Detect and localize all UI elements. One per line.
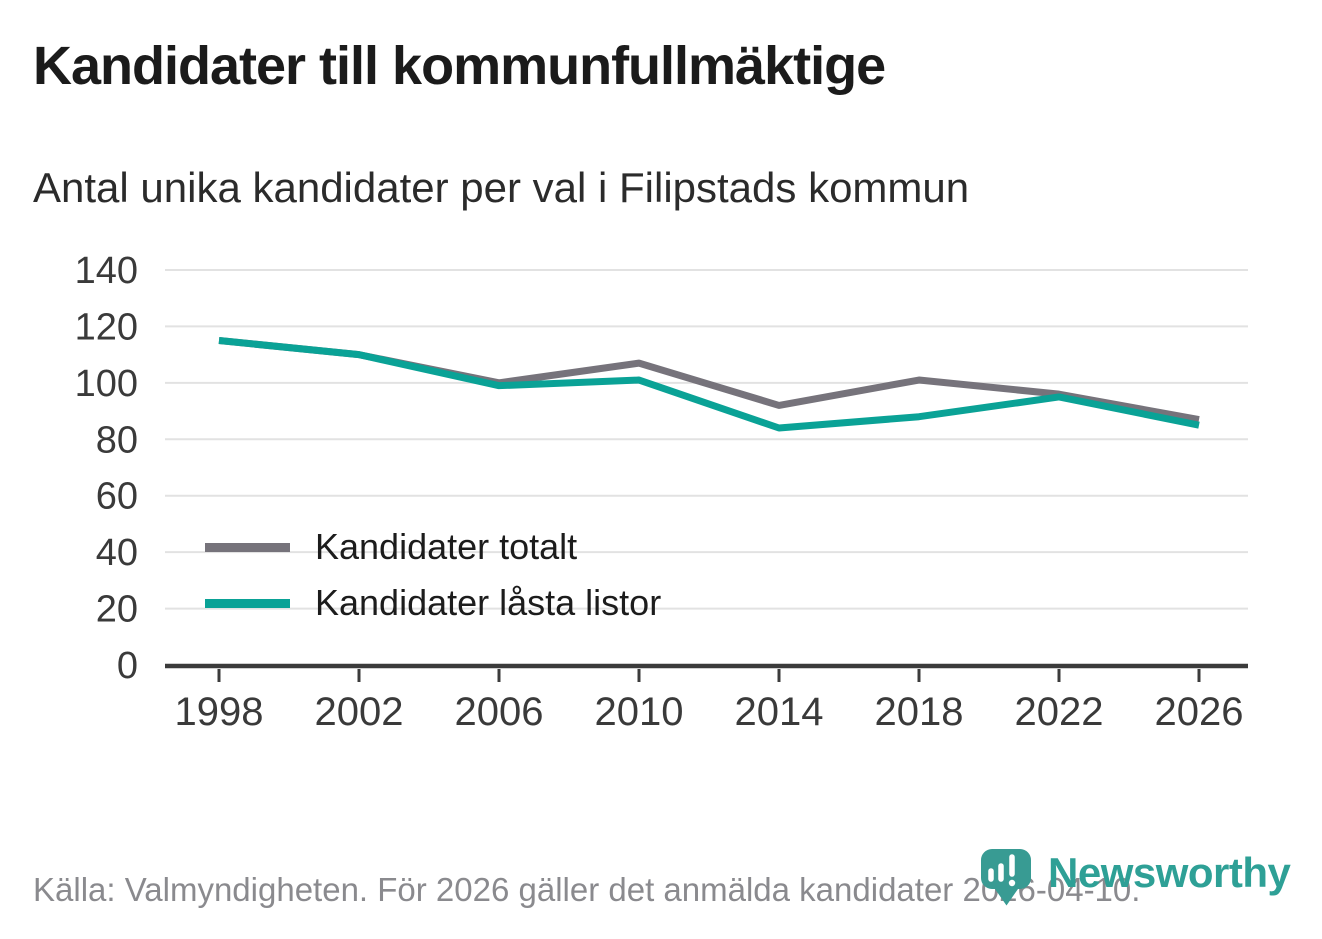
legend-item-lasta-listor: Kandidater låsta listor <box>205 575 661 631</box>
exclamation-dot <box>1008 879 1016 887</box>
x-tick-label: 2022 <box>1015 690 1104 734</box>
y-tick-label: 20 <box>96 589 138 631</box>
x-tick-label: 2002 <box>315 690 404 734</box>
legend-label-total: Kandidater totalt <box>315 526 578 567</box>
x-tick-label: 2006 <box>455 690 544 734</box>
series-line-1 <box>218 337 1200 432</box>
source-note: Källa: Valmyndigheten. För 2026 gäller d… <box>33 871 1141 908</box>
page-title: Kandidater till kommunfullmäktige <box>33 36 886 96</box>
y-tick-label: 100 <box>75 363 138 405</box>
chart-legend: Kandidater totalt Kandidater låsta listo… <box>205 519 661 631</box>
x-tick-label: 1998 <box>175 690 264 734</box>
x-tick-label: 2018 <box>875 690 964 734</box>
legend-item-total: Kandidater totalt <box>205 519 661 575</box>
page-subtitle: Antal unika kandidater per val i Filipst… <box>33 164 970 211</box>
y-tick-label: 40 <box>96 532 138 574</box>
legend-label-lasta-listor: Kandidater låsta listor <box>315 582 662 623</box>
legend-swatch-lasta-listor-icon <box>205 598 290 608</box>
legend-swatch-total-icon <box>205 542 290 552</box>
x-tick-label: 2014 <box>735 690 824 734</box>
y-tick-label: 140 <box>75 250 138 292</box>
y-tick-label: 60 <box>96 476 138 518</box>
y-tick-label: 0 <box>117 645 138 687</box>
y-tick-label: 80 <box>96 419 138 461</box>
x-tick-label: 2026 <box>1155 690 1244 734</box>
bar-chart-icon <box>988 854 1015 882</box>
newsworthy-wordmark: Newsworthy <box>1048 849 1291 896</box>
y-tick-label: 120 <box>75 306 138 348</box>
pin-shape <box>981 849 1031 906</box>
newsworthy-pin-icon <box>981 849 1031 906</box>
newsworthy-logo: Newsworthy <box>981 849 1291 906</box>
x-tick-label: 2010 <box>595 690 684 734</box>
